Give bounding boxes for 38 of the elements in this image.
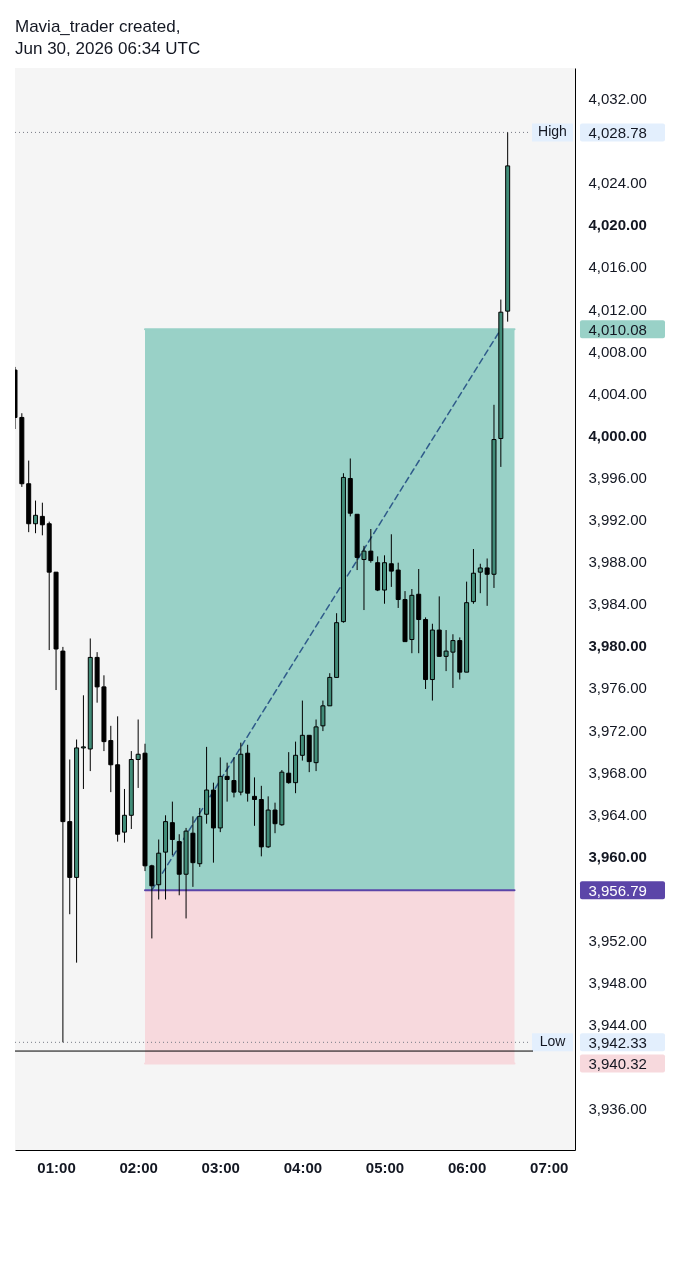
y-tick-label: 3,964.00 bbox=[588, 805, 647, 823]
y-tick-label: 3,980.00 bbox=[588, 637, 647, 655]
chart-subtitle: Jun 30, 2026 06:34 UTC bbox=[15, 39, 201, 58]
y-tick-label: 4,012.00 bbox=[588, 300, 647, 318]
x-tick-label: 07:00 bbox=[530, 1158, 569, 1176]
chart-title: Mavia_trader created, bbox=[15, 17, 181, 36]
y-tick-label: 3,944.00 bbox=[588, 1016, 647, 1034]
y-tick-label: 3,940.32 bbox=[588, 1054, 647, 1072]
ref-line-label: Low bbox=[539, 1033, 567, 1050]
y-tick-label: 3,956.79 bbox=[588, 881, 647, 899]
y-tick-label: 4,024.00 bbox=[588, 174, 647, 192]
y-tick-label: 3,952.00 bbox=[588, 932, 647, 950]
y-tick-label: 4,004.00 bbox=[588, 384, 647, 402]
x-tick-label: 01:00 bbox=[37, 1158, 76, 1176]
y-tick-label: 3,942.33 bbox=[588, 1033, 647, 1051]
y-tick-label: 3,936.00 bbox=[588, 1100, 647, 1118]
y-tick-label: 4,032.00 bbox=[588, 90, 647, 108]
y-tick-label: 3,988.00 bbox=[588, 553, 647, 571]
y-tick-label: 3,984.00 bbox=[588, 595, 647, 613]
ref-line-label: High bbox=[538, 123, 567, 140]
x-tick-label: 02:00 bbox=[119, 1158, 158, 1176]
x-tick-label: 03:00 bbox=[201, 1158, 240, 1176]
y-tick-label: 4,008.00 bbox=[588, 342, 647, 360]
y-tick-label: 3,972.00 bbox=[588, 721, 647, 739]
y-tick-label: 3,948.00 bbox=[588, 974, 647, 992]
y-tick-label: 3,992.00 bbox=[588, 511, 647, 529]
y-tick-label: 4,010.08 bbox=[588, 320, 647, 338]
x-tick-label: 05:00 bbox=[365, 1158, 405, 1176]
x-tick-label: 04:00 bbox=[283, 1158, 323, 1176]
y-tick-label: 3,996.00 bbox=[588, 468, 647, 486]
y-tick-label: 3,976.00 bbox=[588, 679, 647, 697]
y-tick-label: 4,020.00 bbox=[588, 216, 647, 234]
y-tick-label: 4,016.00 bbox=[588, 258, 647, 276]
y-tick-label: 4,028.78 bbox=[588, 123, 647, 141]
y-tick-label: 3,968.00 bbox=[588, 763, 647, 781]
y-tick-label: 4,000.00 bbox=[588, 426, 647, 444]
y-tick-label: 3,960.00 bbox=[588, 847, 647, 865]
x-tick-label: 06:00 bbox=[447, 1158, 487, 1176]
